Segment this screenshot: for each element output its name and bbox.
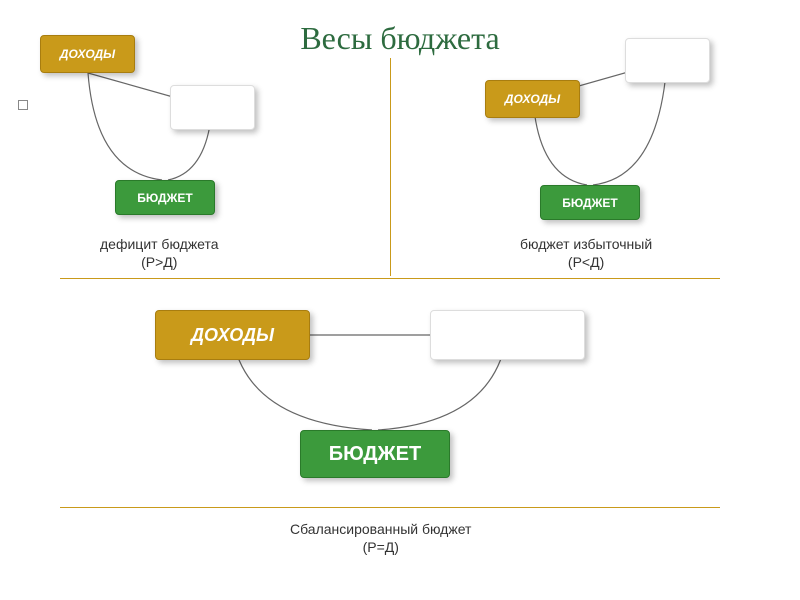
left-caption: дефицит бюджета (Р>Д) xyxy=(100,235,219,271)
left-caption-l1: дефицит бюджета xyxy=(100,236,219,252)
left-income-box: ДОХОДЫ xyxy=(40,35,135,73)
right-caption-l1: бюджет избыточный xyxy=(520,236,652,252)
divider xyxy=(60,278,720,279)
center-budget-label: БЮДЖЕТ xyxy=(329,443,421,466)
center-empty-box xyxy=(430,310,585,360)
left-budget-box: БЮДЖЕТ xyxy=(115,180,215,215)
center-caption-l2: (Р=Д) xyxy=(363,539,399,555)
center-budget-box: БЮДЖЕТ xyxy=(300,430,450,478)
center-income-label: ДОХОДЫ xyxy=(191,325,274,346)
right-caption: бюджет избыточный (Р<Д) xyxy=(520,235,652,271)
center-income-box: ДОХОДЫ xyxy=(155,310,310,360)
left-income-label: ДОХОДЫ xyxy=(60,47,115,61)
divider xyxy=(60,507,720,508)
divider xyxy=(390,58,391,276)
side-marker xyxy=(18,100,28,110)
right-budget-label: БЮДЖЕТ xyxy=(562,196,617,210)
connector-lines xyxy=(0,0,800,600)
right-empty-box xyxy=(625,38,710,83)
left-empty-box xyxy=(170,85,255,130)
left-caption-l2: (Р>Д) xyxy=(141,254,177,270)
right-income-box: ДОХОДЫ xyxy=(485,80,580,118)
center-caption-l1: Сбалансированный бюджет xyxy=(290,521,471,537)
right-budget-box: БЮДЖЕТ xyxy=(540,185,640,220)
left-budget-label: БЮДЖЕТ xyxy=(137,191,192,205)
page-title: Весы бюджета xyxy=(300,20,499,57)
right-caption-l2: (Р<Д) xyxy=(568,254,604,270)
right-income-label: ДОХОДЫ xyxy=(505,92,560,106)
center-caption: Сбалансированный бюджет (Р=Д) xyxy=(290,520,471,556)
